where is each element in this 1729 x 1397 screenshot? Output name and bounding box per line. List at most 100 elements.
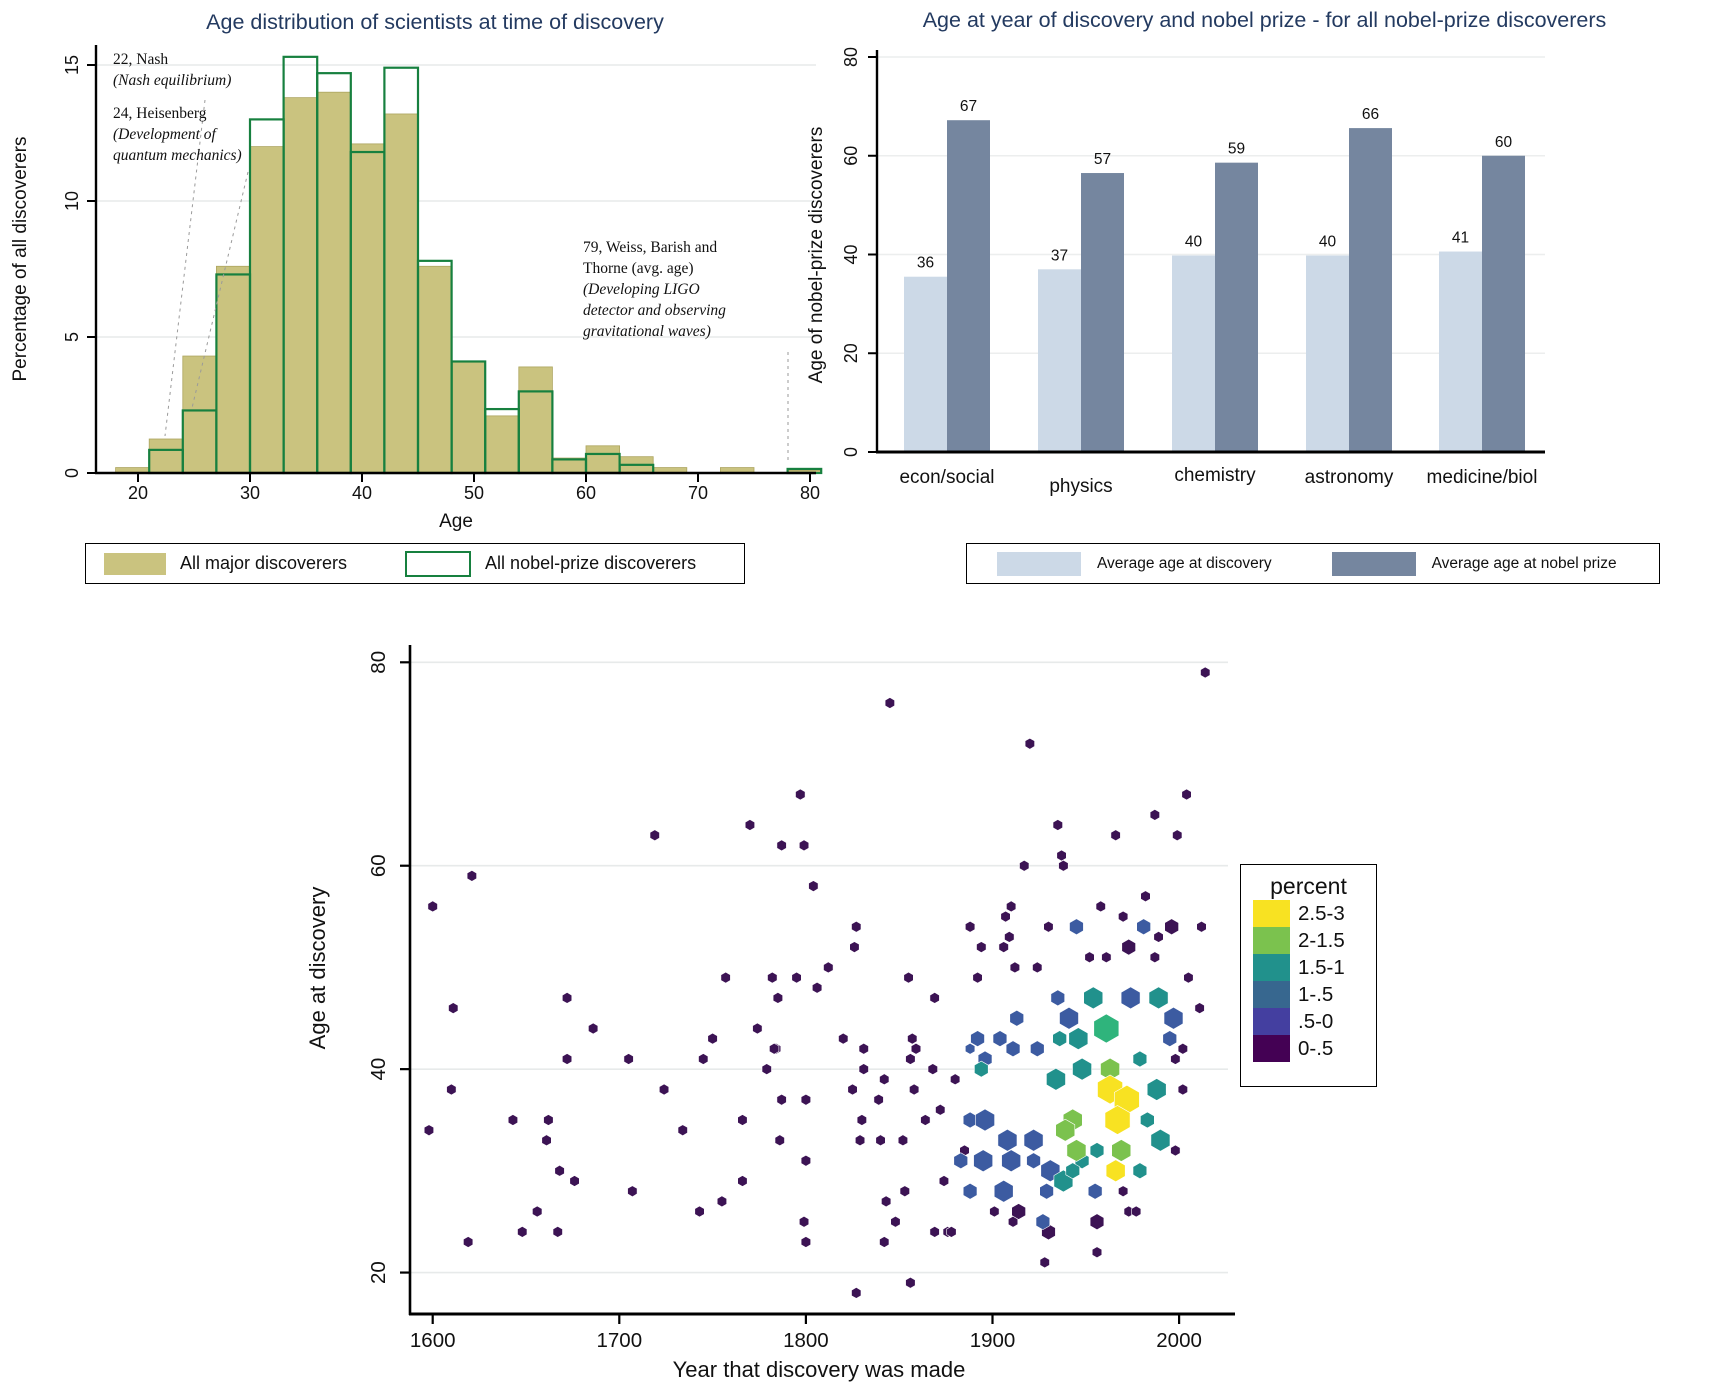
annotation-text: detector and observing — [583, 302, 726, 319]
percent-legend-entry: 2.5-3 — [1241, 900, 1376, 927]
x-tick-label: 30 — [240, 483, 260, 503]
bar-value-label: 67 — [960, 98, 977, 115]
major-discoverers-label: All major discoverers — [180, 553, 348, 573]
percent-swatch — [1253, 927, 1290, 954]
y-tick-label: 15 — [62, 55, 82, 75]
x-tick-label: 1700 — [596, 1329, 642, 1352]
percent-swatch — [1253, 981, 1290, 1008]
histogram-legend: All major discoverers All nobel-prize di… — [85, 543, 745, 584]
x-tick-label: 50 — [464, 483, 484, 503]
avg-age-nobel-label: Average age at nobel prize — [1431, 554, 1617, 572]
nobel-discoverers-label: All nobel-prize discoverers — [485, 553, 697, 573]
percent-legend-entry: 2-1.5 — [1241, 927, 1376, 954]
hexbin-points — [423, 666, 1211, 1299]
category-label: medicine/biol — [1427, 467, 1538, 488]
percent-legend-entry: 1-.5 — [1241, 981, 1376, 1008]
category-label: astronomy — [1305, 467, 1394, 488]
annotation-text: Thorne (avg. age) — [583, 260, 694, 277]
hexbin-figure: 20 40 60 80 1600 1700 1800 1900 2000 Year that di… — [285, 570, 1445, 1397]
hexbin-plot: 20 40 60 80 1600 1700 1800 1900 2000 Year that di… — [305, 645, 1235, 1382]
histogram-y-axis-label: Percentage of all discoverers — [10, 136, 31, 381]
bar-chart-figure: 36 67 37 57 40 59 40 66 41 60 0 20 40 60 80 econ/social… — [800, 0, 1729, 605]
bar-value-label: 36 — [917, 255, 934, 272]
bar-value-label: 66 — [1362, 106, 1379, 123]
percent-legend-entry: 0-.5 — [1241, 1035, 1376, 1062]
bar-value-label: 40 — [1185, 233, 1203, 250]
x-tick-label: 1600 — [410, 1329, 456, 1352]
avg-age-discovery-swatch — [997, 551, 1081, 576]
percent-label: 1.5-1 — [1298, 956, 1345, 979]
x-tick-label: 2000 — [1156, 1329, 1202, 1352]
percent-legend-entry: .5-0 — [1241, 1008, 1376, 1035]
histogram-title: Age distribution of scientists at time o… — [206, 10, 664, 34]
annotation-text: (Nash equilibrium) — [113, 72, 231, 89]
category-label: physics — [1049, 476, 1112, 497]
annotation-text: (Development of — [113, 126, 219, 143]
y-tick-label: 60 — [841, 146, 861, 166]
hexbin-gridlines — [410, 661, 1228, 1274]
hexbin-y-axis-label: Age at discovery — [305, 887, 330, 1050]
annotation-text: quantum mechanics) — [113, 147, 242, 164]
x-tick-label: 1800 — [783, 1329, 829, 1352]
bar-y-axis-label: Age of nobel-prize discoverers — [806, 127, 827, 384]
percent-label: 2-1.5 — [1298, 929, 1345, 952]
hexbin-x-axis-label: Year that discovery was made — [673, 1357, 966, 1382]
x-tick-label: 20 — [128, 483, 148, 503]
percent-swatch — [1253, 954, 1290, 981]
avg-age-nobel-swatch — [1331, 551, 1416, 576]
percent-legend: percent 2.5-3 2-1.5 1.5-1 1-.5 .5-0 0-.5 — [1240, 864, 1377, 1087]
percent-legend-entry: 1.5-1 — [1241, 954, 1376, 981]
bar-value-label: 41 — [1452, 230, 1469, 247]
y-tick-label: 40 — [841, 244, 861, 264]
y-tick-label: 0 — [62, 468, 82, 478]
y-tick-label: 80 — [367, 651, 390, 674]
bar-axes: 0 20 40 60 80 econ/social physics chemistry astr… — [806, 47, 1545, 497]
histogram-annotations: 22, Nash (Nash equilibrium) 24, Heisenberg… — [113, 51, 789, 464]
percent-label: 2.5-3 — [1298, 902, 1345, 925]
nobel-discoverers-swatch — [405, 550, 472, 577]
percent-swatch — [1253, 1008, 1290, 1035]
histogram-figure: 0 5 10 15 20 30 40 50 60 70 80 Age Percentage of all… — [0, 0, 830, 605]
nobel-bars — [947, 120, 1525, 452]
percent-swatch — [1253, 1035, 1290, 1062]
bar-chart-legend: Average age at discovery Average age at … — [966, 543, 1660, 584]
y-tick-label: 0 — [841, 447, 861, 457]
y-tick-label: 10 — [62, 191, 82, 211]
annotation-text: gravitational waves) — [583, 323, 711, 340]
hexbin-axes: 20 40 60 80 1600 1700 1800 1900 2000 Year that di… — [305, 645, 1235, 1382]
avg-age-discovery-label: Average age at discovery — [1097, 554, 1272, 572]
y-tick-label: 40 — [367, 1058, 390, 1081]
bar-value-label: 59 — [1228, 141, 1245, 158]
y-tick-label: 80 — [841, 47, 861, 67]
percent-legend-title: percent — [1270, 873, 1347, 899]
x-tick-label: 70 — [688, 483, 708, 503]
x-tick-label: 80 — [800, 483, 820, 503]
discovery-bars — [904, 251, 1482, 452]
category-label: econ/social — [899, 467, 994, 488]
annotation-text: 24, Heisenberg — [113, 105, 207, 122]
major-discoverers-swatch — [104, 552, 166, 575]
bar-value-label: 40 — [1319, 233, 1337, 250]
bar-value-labels: 36 67 37 57 40 59 40 66 41 60 — [917, 98, 1513, 272]
bar-value-label: 57 — [1094, 151, 1111, 168]
percent-label: 1-.5 — [1298, 983, 1334, 1006]
nobel-discoverers-bars — [148, 55, 823, 475]
annotation-text: 79, Weiss, Barish and — [583, 239, 717, 256]
histogram-x-axis-label: Age — [439, 511, 473, 532]
bar-value-label: 37 — [1051, 247, 1068, 264]
x-tick-label: 40 — [352, 483, 372, 503]
y-tick-label: 20 — [367, 1261, 390, 1284]
bar-value-label: 60 — [1495, 134, 1513, 151]
histogram-plot: 0 5 10 15 20 30 40 50 60 70 80 Age Percentage of all… — [10, 45, 823, 532]
y-tick-label: 5 — [62, 332, 82, 342]
bar-chart-title: Age at year of discovery and nobel prize… — [922, 8, 1607, 32]
annotation-text: 22, Nash — [113, 51, 168, 68]
y-tick-label: 20 — [841, 343, 861, 363]
annotation-text: (Developing LIGO — [583, 281, 700, 298]
histogram-axes: 0 5 10 15 20 30 40 50 60 70 80 Age Percentage of all… — [10, 45, 820, 532]
percent-label: 0-.5 — [1298, 1037, 1334, 1060]
y-tick-label: 60 — [367, 854, 390, 877]
percent-swatch — [1253, 900, 1290, 927]
x-tick-label: 1900 — [970, 1329, 1016, 1352]
